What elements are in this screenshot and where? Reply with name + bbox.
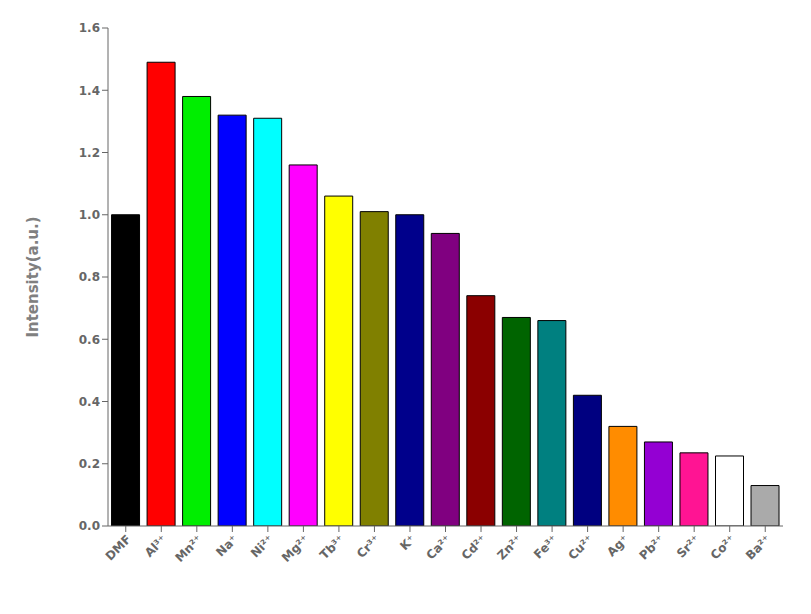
svg-text:0.2: 0.2 bbox=[79, 457, 100, 471]
svg-text:DMF: DMF bbox=[103, 532, 134, 563]
svg-text:Ba²⁺: Ba²⁺ bbox=[743, 532, 773, 562]
svg-text:Cu²⁺: Cu²⁺ bbox=[565, 532, 595, 562]
svg-text:Ni²⁺: Ni²⁺ bbox=[248, 532, 276, 560]
svg-text:Mg²⁺: Mg²⁺ bbox=[279, 532, 312, 565]
svg-text:Cr³⁺: Cr³⁺ bbox=[354, 532, 383, 561]
svg-text:1.2: 1.2 bbox=[79, 146, 100, 160]
svg-text:Mn²⁺: Mn²⁺ bbox=[172, 532, 205, 565]
svg-text:Cd²⁺: Cd²⁺ bbox=[459, 532, 489, 562]
svg-text:0.8: 0.8 bbox=[79, 270, 100, 284]
svg-text:Na⁺: Na⁺ bbox=[213, 532, 240, 559]
svg-text:Sr²⁺: Sr²⁺ bbox=[674, 532, 702, 560]
svg-text:Fe³⁺: Fe³⁺ bbox=[531, 532, 560, 561]
svg-text:K⁺: K⁺ bbox=[397, 532, 418, 553]
svg-text:Pb²⁺: Pb²⁺ bbox=[636, 532, 666, 562]
svg-text:Co²⁺: Co²⁺ bbox=[708, 532, 738, 562]
svg-text:1.4: 1.4 bbox=[79, 84, 100, 98]
svg-text:Ca²⁺: Ca²⁺ bbox=[424, 532, 454, 562]
svg-text:Zn²⁺: Zn²⁺ bbox=[494, 532, 524, 562]
svg-text:Tb³⁺: Tb³⁺ bbox=[317, 532, 347, 562]
svg-text:1.6: 1.6 bbox=[79, 21, 100, 35]
svg-text:Intensity(a.u.): Intensity(a.u.) bbox=[24, 216, 42, 337]
svg-text:0.0: 0.0 bbox=[79, 519, 100, 533]
svg-text:Ag⁺: Ag⁺ bbox=[604, 532, 631, 559]
svg-text:Al³⁺: Al³⁺ bbox=[142, 532, 170, 560]
svg-text:0.4: 0.4 bbox=[79, 395, 100, 409]
svg-text:1.0: 1.0 bbox=[79, 208, 100, 222]
svg-text:0.6: 0.6 bbox=[79, 333, 100, 347]
